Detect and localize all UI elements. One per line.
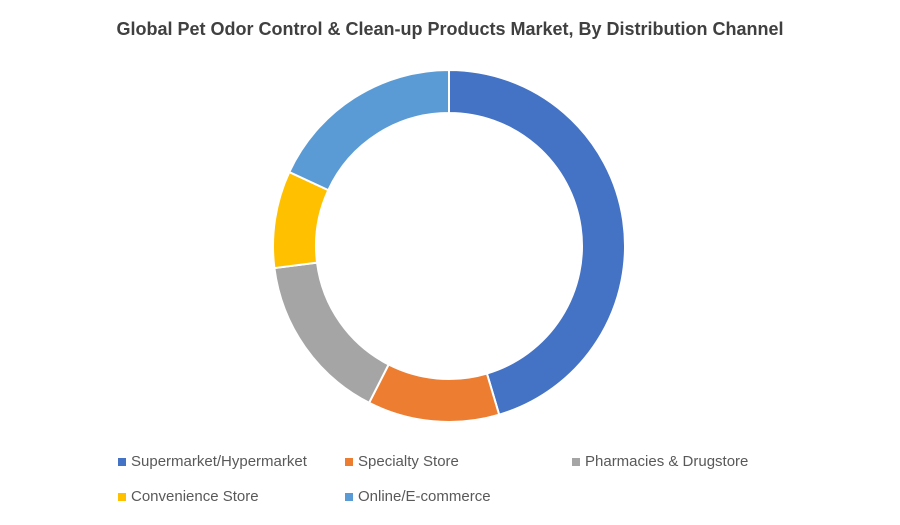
legend-label: Online/E-commerce	[358, 488, 491, 505]
chart-title: Global Pet Odor Control & Clean-up Produ…	[116, 19, 783, 39]
donut-segment	[287, 68, 450, 192]
legend-label: Supermarket/Hypermarket	[131, 453, 308, 470]
legend-swatch	[118, 493, 126, 501]
donut-segment	[448, 68, 626, 416]
donut-segment	[367, 363, 501, 423]
legend-label: Specialty Store	[358, 453, 459, 470]
legend-swatch	[345, 493, 353, 501]
legend-label: Convenience Store	[131, 488, 259, 505]
legend-label: Pharmacies & Drugstore	[585, 453, 748, 470]
legend-swatch	[118, 458, 126, 466]
legend-swatch	[572, 458, 580, 466]
legend-swatch	[345, 458, 353, 466]
donut-segment	[273, 261, 390, 405]
